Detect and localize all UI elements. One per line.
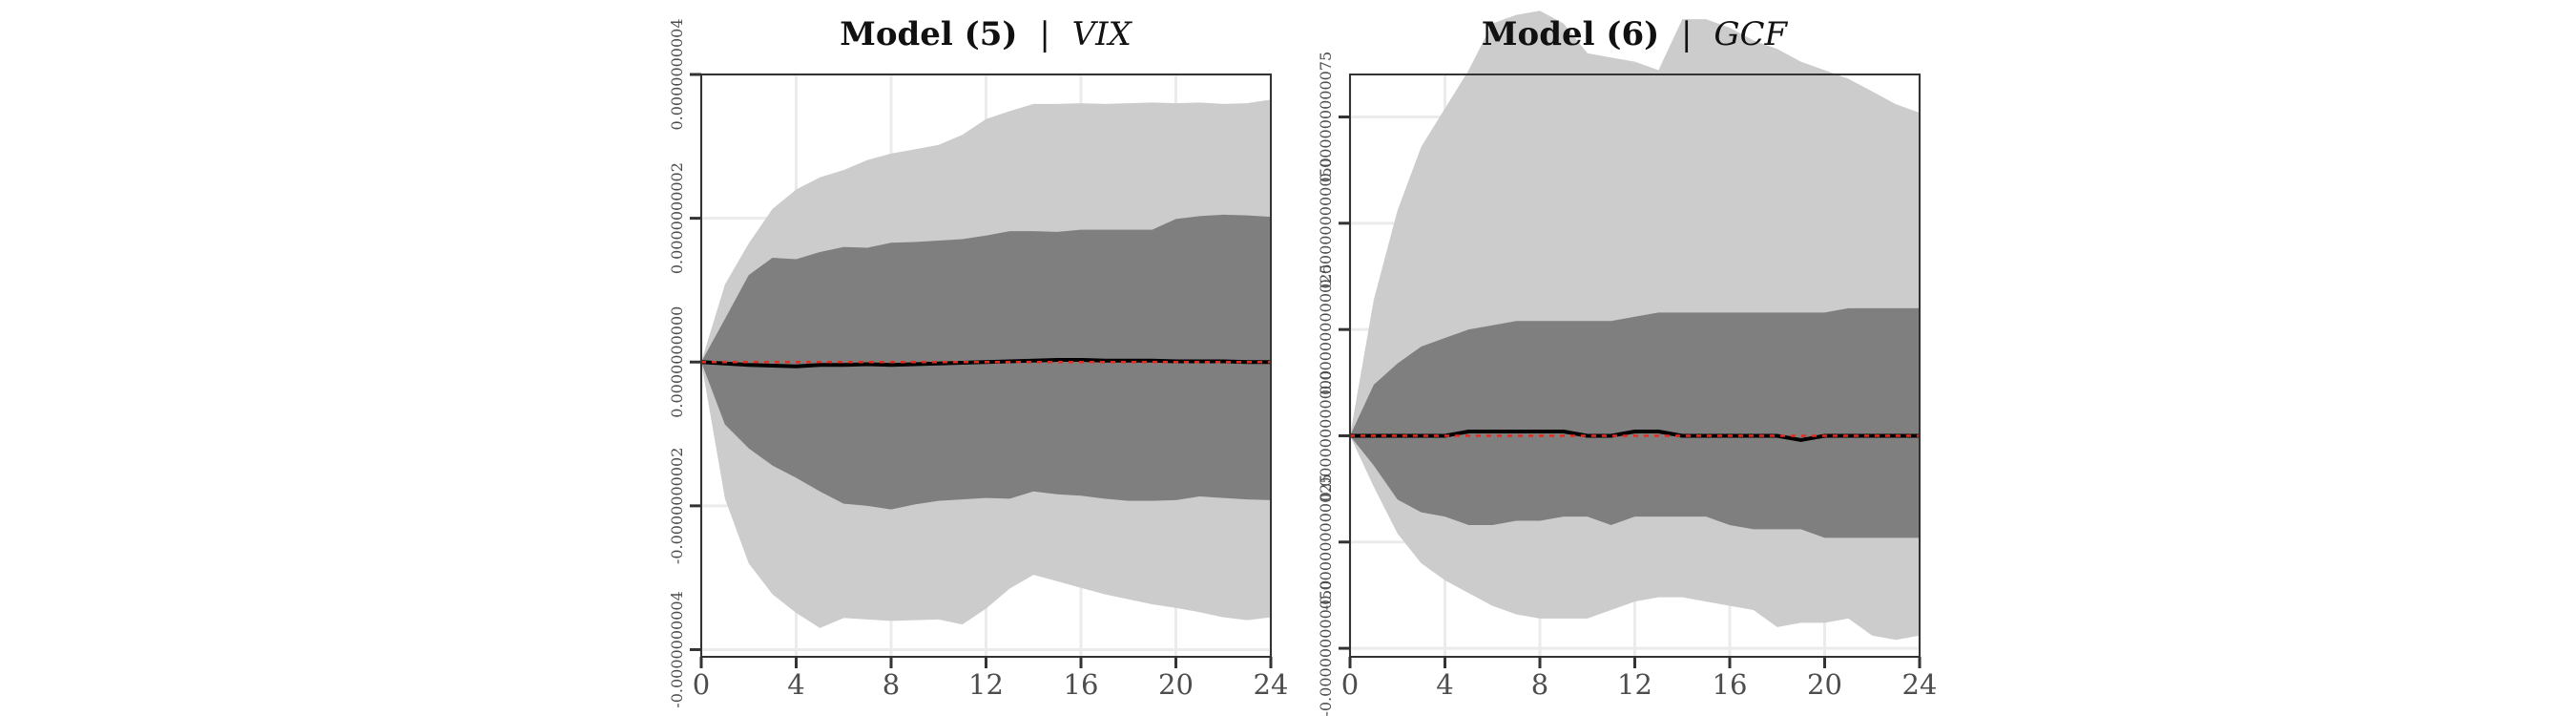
panel-2-ytick-label-0: -0.000000000050 <box>1317 580 1335 716</box>
panel-2-xtick-label-4: 16 <box>1713 668 1748 701</box>
panel-model-6-title-separator: | <box>1681 15 1692 53</box>
panel-model-6-title: Model (6) | GCF <box>1482 15 1789 53</box>
panel-model-5-title-separator: | <box>1039 15 1049 53</box>
panel-2-xtick-label-2: 8 <box>1531 668 1548 701</box>
panel-model-6-title-variable: GCF <box>1714 15 1788 53</box>
panel-model-6-marks <box>1350 11 1920 641</box>
panel-model-6-axes: 0 4 8 12 16 20 24 -0.000000000050-0.00000000002… <box>1317 52 1937 716</box>
panel-1-xtick-label-0: 0 <box>693 668 710 701</box>
panel-2-xtick-label-0: 0 <box>1341 668 1359 701</box>
panel-1-xtick-label-1: 4 <box>787 668 804 701</box>
panel-2-ytick-label-1: -0.000000000025 <box>1317 474 1335 610</box>
panel-1-ytick-label-2: 0.0000000000 <box>668 306 686 418</box>
panel-1-ytick-label-3: 0.0000000002 <box>668 162 686 274</box>
panel-1-ytick-label-0: -0.0000000004 <box>668 591 686 707</box>
panel-1-ytick-label-1: -0.0000000002 <box>668 448 686 564</box>
panel-2-ytick-label-4: 0.000000000050 <box>1317 158 1335 288</box>
panel-1-xtick-label-4: 16 <box>1064 668 1099 701</box>
panel-2-ytick-label-5: 0.000000000075 <box>1317 52 1335 182</box>
panel-model-5-title: Model (5) | VIX <box>840 15 1132 53</box>
panel-2-xtick-label-5: 20 <box>1807 668 1842 701</box>
panel-1-xtick-label-2: 8 <box>883 668 900 701</box>
panel-model-6-title-text: Model (6) <box>1482 15 1659 53</box>
panel-model-6: 0 4 8 12 16 20 24 -0.000000000050-0.00000000002… <box>1317 11 1937 716</box>
panel-model-5-title-text: Model (5) <box>840 15 1017 53</box>
panel-model-5-axes: 0 4 8 12 16 20 24 -0.0000000004 -0.0000000002 0.0… <box>668 18 1288 707</box>
panel-1-xtick-label-3: 12 <box>968 668 1004 701</box>
panel-2-ytick-label-3: 0.000000000025 <box>1317 263 1335 394</box>
panel-1-ytick-label-4: 0.0000000004 <box>668 18 686 130</box>
panel-2-xtick-label-1: 4 <box>1436 668 1453 701</box>
panel-model-5-marks <box>700 99 1271 628</box>
panel-2-xtick-label-6: 24 <box>1902 668 1938 701</box>
panel-1-xtick-label-6: 24 <box>1254 668 1289 701</box>
panel-model-5-title-variable: VIX <box>1072 15 1133 53</box>
panel-model-5: 0 4 8 12 16 20 24 -0.0000000004 -0.0000000002 0.0… <box>668 15 1288 708</box>
panel-2-xtick-label-3: 12 <box>1617 668 1652 701</box>
panel-2-ytick-label-2: 0.000000000000 <box>1317 370 1335 501</box>
panel-1-xtick-label-5: 20 <box>1158 668 1194 701</box>
panel-2-inner-band <box>1350 307 1920 538</box>
